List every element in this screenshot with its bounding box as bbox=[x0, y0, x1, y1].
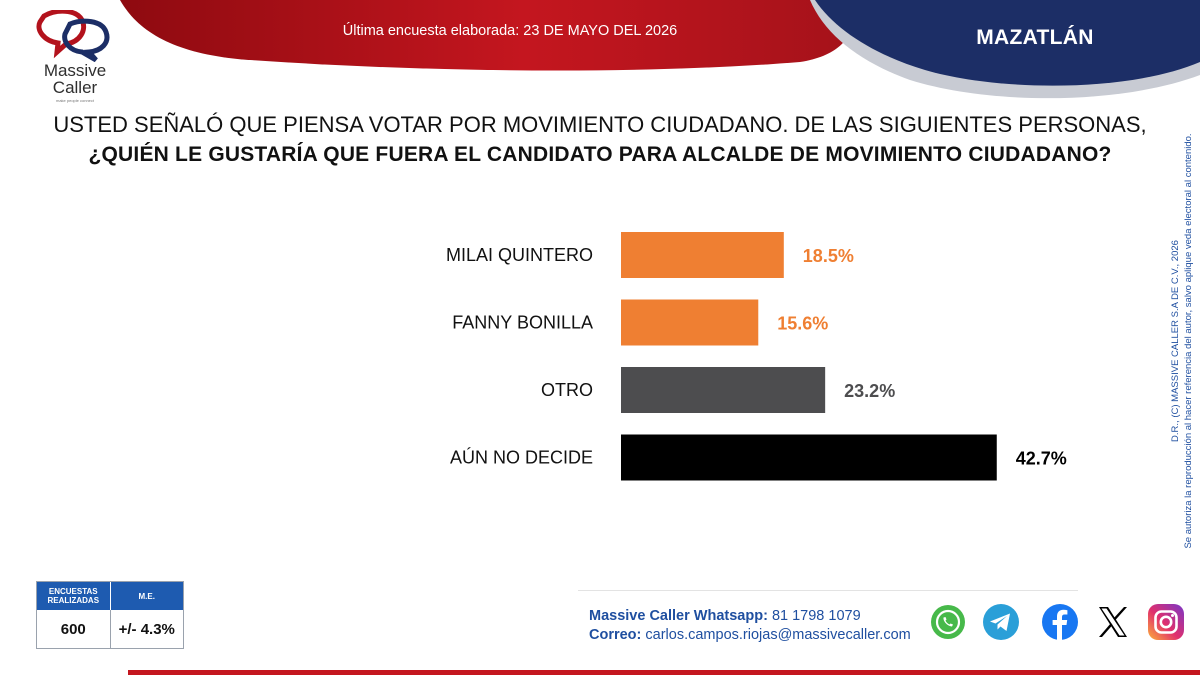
facebook-icon[interactable] bbox=[1040, 602, 1080, 642]
contact-info: Massive Caller Whatsapp: 81 1798 1079 Co… bbox=[589, 607, 911, 645]
bar bbox=[621, 232, 784, 278]
bar bbox=[621, 299, 759, 346]
margin-error-header: M.E. bbox=[109, 582, 184, 610]
footer-bar bbox=[128, 670, 1200, 675]
massive-caller-logo: Massive Caller make people connect bbox=[30, 10, 120, 103]
value-label: 15.6% bbox=[777, 314, 828, 334]
copyright-line-2: Se autoriza la reproducción al hacer ref… bbox=[1183, 133, 1194, 548]
logo-bubbles-icon bbox=[36, 10, 110, 62]
telegram-icon[interactable] bbox=[981, 602, 1021, 642]
email-address[interactable]: carlos.campos.riojas@massivecaller.com bbox=[645, 627, 911, 643]
copyright-notice: D.R., (C) MASSIVE CALLER S.A DE C.V., 20… bbox=[1170, 133, 1194, 548]
margin-error-value: +/- 4.3% bbox=[109, 610, 184, 648]
value-label: 18.5% bbox=[803, 246, 854, 266]
header-banner bbox=[120, 0, 1200, 99]
x-icon[interactable] bbox=[1093, 602, 1133, 642]
email-label: Correo: bbox=[589, 627, 642, 643]
category-label: AÚN NO DECIDE bbox=[450, 447, 593, 468]
logo-wordmark: Massive Caller bbox=[30, 62, 120, 96]
whatsapp-icon[interactable] bbox=[928, 602, 968, 642]
survey-date: Última encuesta elaborada: 23 DE MAYO DE… bbox=[342, 23, 678, 39]
copyright-line-1: D.R., (C) MASSIVE CALLER S.A DE C.V., 20… bbox=[1170, 240, 1181, 442]
category-label: MILAI QUINTERO bbox=[446, 245, 593, 265]
category-label: FANNY BONILLA bbox=[452, 313, 593, 333]
city-label: MAZATLÁN bbox=[976, 26, 1094, 49]
instagram-icon[interactable] bbox=[1146, 602, 1186, 642]
surveys-value: 600 bbox=[60, 620, 86, 638]
question-line-1: USTED SEÑALÓ QUE PIENSA VOTAR POR MOVIMI… bbox=[53, 112, 1147, 137]
contact-divider bbox=[578, 590, 1078, 591]
bar bbox=[621, 367, 826, 413]
logo-name-line2: Caller bbox=[52, 78, 98, 97]
value-label: 23.2% bbox=[844, 381, 895, 401]
survey-stats-table: ENCUESTAS REALIZADAS M.E. 600 +/- 4.3% bbox=[36, 581, 184, 649]
whatsapp-number[interactable]: 81 1798 1079 bbox=[771, 608, 861, 624]
surveys-header: ENCUESTAS REALIZADAS bbox=[47, 587, 100, 605]
bar bbox=[621, 434, 997, 481]
whatsapp-label: Massive Caller Whatsapp: bbox=[589, 608, 768, 624]
category-label: OTRO bbox=[541, 380, 593, 400]
question-line-2: ¿QUIÉN LE GUSTARÍA QUE FUERA EL CANDIDAT… bbox=[88, 143, 1112, 166]
logo-tagline: make people connect bbox=[55, 98, 95, 103]
logo-name-line1: Massive bbox=[43, 61, 107, 80]
value-label: 42.7% bbox=[1016, 449, 1067, 469]
